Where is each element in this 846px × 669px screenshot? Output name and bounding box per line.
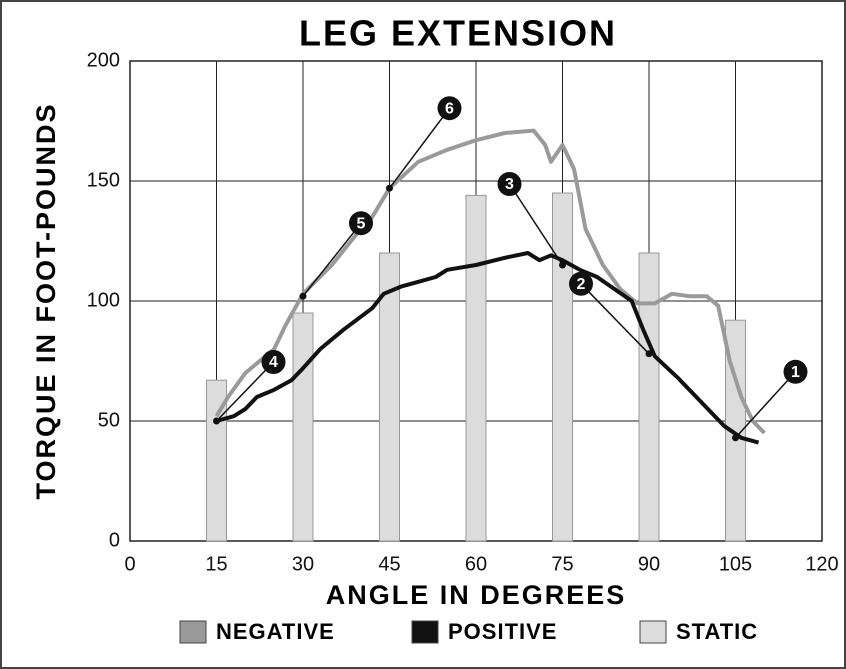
x-tick-label: 105 bbox=[719, 553, 752, 575]
line bbox=[215, 251, 760, 445]
x-tick-label: 60 bbox=[465, 553, 487, 575]
callout-line bbox=[580, 283, 650, 355]
bar bbox=[292, 312, 314, 542]
callout-badge bbox=[569, 271, 593, 296]
callout-label: 6 bbox=[445, 100, 454, 117]
legend-label: POSITIVE bbox=[448, 619, 557, 644]
callout-label: 5 bbox=[357, 215, 366, 232]
x-tick-label: 90 bbox=[638, 553, 660, 575]
callout-line bbox=[734, 371, 797, 439]
callout-label: 4 bbox=[269, 354, 278, 371]
y-tick-label: 50 bbox=[98, 409, 120, 431]
y-tick-label: 0 bbox=[109, 529, 120, 551]
bar bbox=[379, 252, 400, 542]
callout-badge bbox=[783, 359, 808, 384]
legend-label: STATIC bbox=[676, 619, 758, 644]
bar bbox=[465, 194, 487, 542]
callout-badge bbox=[261, 350, 286, 374]
callout-point bbox=[386, 184, 393, 192]
x-tick-label: 75 bbox=[551, 553, 573, 575]
legend-swatch bbox=[411, 620, 439, 644]
y-tick-label: 100 bbox=[87, 289, 120, 311]
chart-title: LEG EXTENSION bbox=[299, 13, 617, 54]
x-tick-label: 30 bbox=[292, 553, 314, 575]
callout-line bbox=[508, 183, 564, 266]
callout-label: 1 bbox=[791, 364, 800, 381]
callout-label: 2 bbox=[577, 276, 586, 293]
y-axis-title: TORQUE IN FOOT-POUNDS bbox=[31, 102, 61, 499]
callout-point bbox=[213, 417, 220, 425]
callout-line bbox=[215, 361, 275, 422]
callout-point bbox=[732, 434, 739, 442]
y-tick-label: 200 bbox=[87, 49, 120, 71]
x-tick-label: 45 bbox=[378, 553, 400, 575]
bar bbox=[552, 192, 573, 542]
legend-swatch bbox=[639, 620, 667, 644]
x-tick-label: 120 bbox=[805, 553, 838, 575]
callout-point bbox=[559, 261, 566, 269]
callout-point bbox=[645, 350, 653, 358]
callout-line bbox=[388, 107, 451, 189]
y-tick-label: 150 bbox=[87, 169, 120, 191]
bar bbox=[725, 319, 746, 542]
callout-badge bbox=[497, 172, 522, 196]
legend-swatch bbox=[179, 620, 207, 644]
bar bbox=[638, 252, 660, 542]
callout-point bbox=[299, 292, 307, 300]
x-tick-label: 0 bbox=[124, 553, 135, 575]
x-tick-label: 15 bbox=[205, 553, 227, 575]
callout-badge bbox=[349, 211, 373, 236]
legend-label: NEGATIVE bbox=[216, 619, 335, 644]
callout-line bbox=[302, 222, 362, 297]
callout-badge bbox=[437, 96, 462, 121]
callout-label: 3 bbox=[505, 176, 514, 193]
x-axis-title: ANGLE IN DEGREES bbox=[326, 580, 627, 610]
